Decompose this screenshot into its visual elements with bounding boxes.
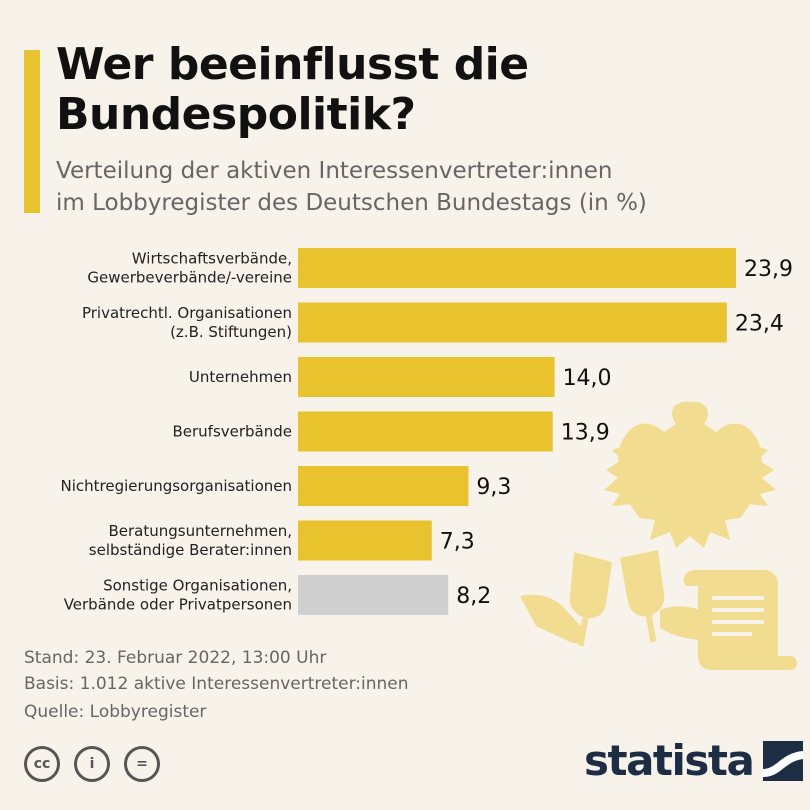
value-label-4: 9,3 bbox=[476, 475, 511, 500]
license-icons: cc i = bbox=[24, 746, 160, 782]
document-scroll-icon bbox=[683, 570, 798, 670]
bars-group: 23,9 Wirtschaftsverbände,Gewerbeverbände/… bbox=[61, 248, 793, 615]
page-title: Wer beeinflusst die Bundespolitik? bbox=[56, 39, 529, 140]
category-label-0-1: Gewerbeverbände/-vereine bbox=[87, 269, 292, 287]
category-label-6-0: Sonstige Organisationen, bbox=[103, 577, 292, 595]
bar-0 bbox=[298, 248, 736, 288]
footer-basis: Basis: 1.012 aktive Interessenvertreter:… bbox=[24, 674, 409, 694]
value-label-5: 7,3 bbox=[440, 530, 475, 555]
category-label-1-1: (z.B. Stiftungen) bbox=[170, 323, 292, 341]
attribution-icon[interactable]: i bbox=[74, 746, 110, 782]
footer-source: Quelle: Lobbyregister bbox=[24, 702, 207, 722]
bar-3 bbox=[298, 411, 553, 452]
bar-1 bbox=[298, 302, 727, 343]
category-label-6-1: Verbände oder Privatpersonen bbox=[64, 596, 292, 614]
bar-5 bbox=[298, 520, 432, 561]
brand-name: statista bbox=[584, 736, 755, 785]
champagne-glasses-icon bbox=[520, 550, 710, 647]
footer-stand: Stand: 23. Februar 2022, 13:00 Uhr bbox=[24, 648, 327, 668]
bar-2 bbox=[298, 357, 555, 397]
value-label-2: 14,0 bbox=[563, 366, 612, 391]
bar-6 bbox=[298, 575, 449, 615]
value-label-3: 13,9 bbox=[561, 421, 610, 446]
category-label-5-1: selbständige Berater:innen bbox=[89, 541, 292, 559]
statista-logo[interactable]: statista bbox=[584, 736, 804, 785]
category-label-1-0: Privatrechtl. Organisationen bbox=[82, 304, 292, 322]
category-label-5-0: Beratungsunternehmen, bbox=[109, 522, 293, 540]
category-label-4-0: Nichtregierungsorganisationen bbox=[61, 477, 292, 495]
title-accent-bar bbox=[24, 50, 40, 213]
bar-4 bbox=[298, 466, 469, 506]
noderivs-icon[interactable]: = bbox=[124, 746, 160, 782]
value-label-0: 23,9 bbox=[744, 257, 793, 282]
category-label-3-0: Berufsverbände bbox=[172, 423, 292, 441]
value-label-1: 23,4 bbox=[735, 312, 784, 337]
statista-mark-icon bbox=[763, 740, 804, 781]
category-label-2-0: Unternehmen bbox=[189, 368, 292, 386]
page-subtitle: Verteilung der aktiven Interessenvertret… bbox=[56, 158, 647, 216]
category-label-0-0: Wirtschaftsverbände, bbox=[132, 250, 292, 268]
cc-icon[interactable]: cc bbox=[24, 746, 60, 782]
value-label-6: 8,2 bbox=[456, 584, 491, 609]
eagle-icon bbox=[604, 401, 776, 548]
